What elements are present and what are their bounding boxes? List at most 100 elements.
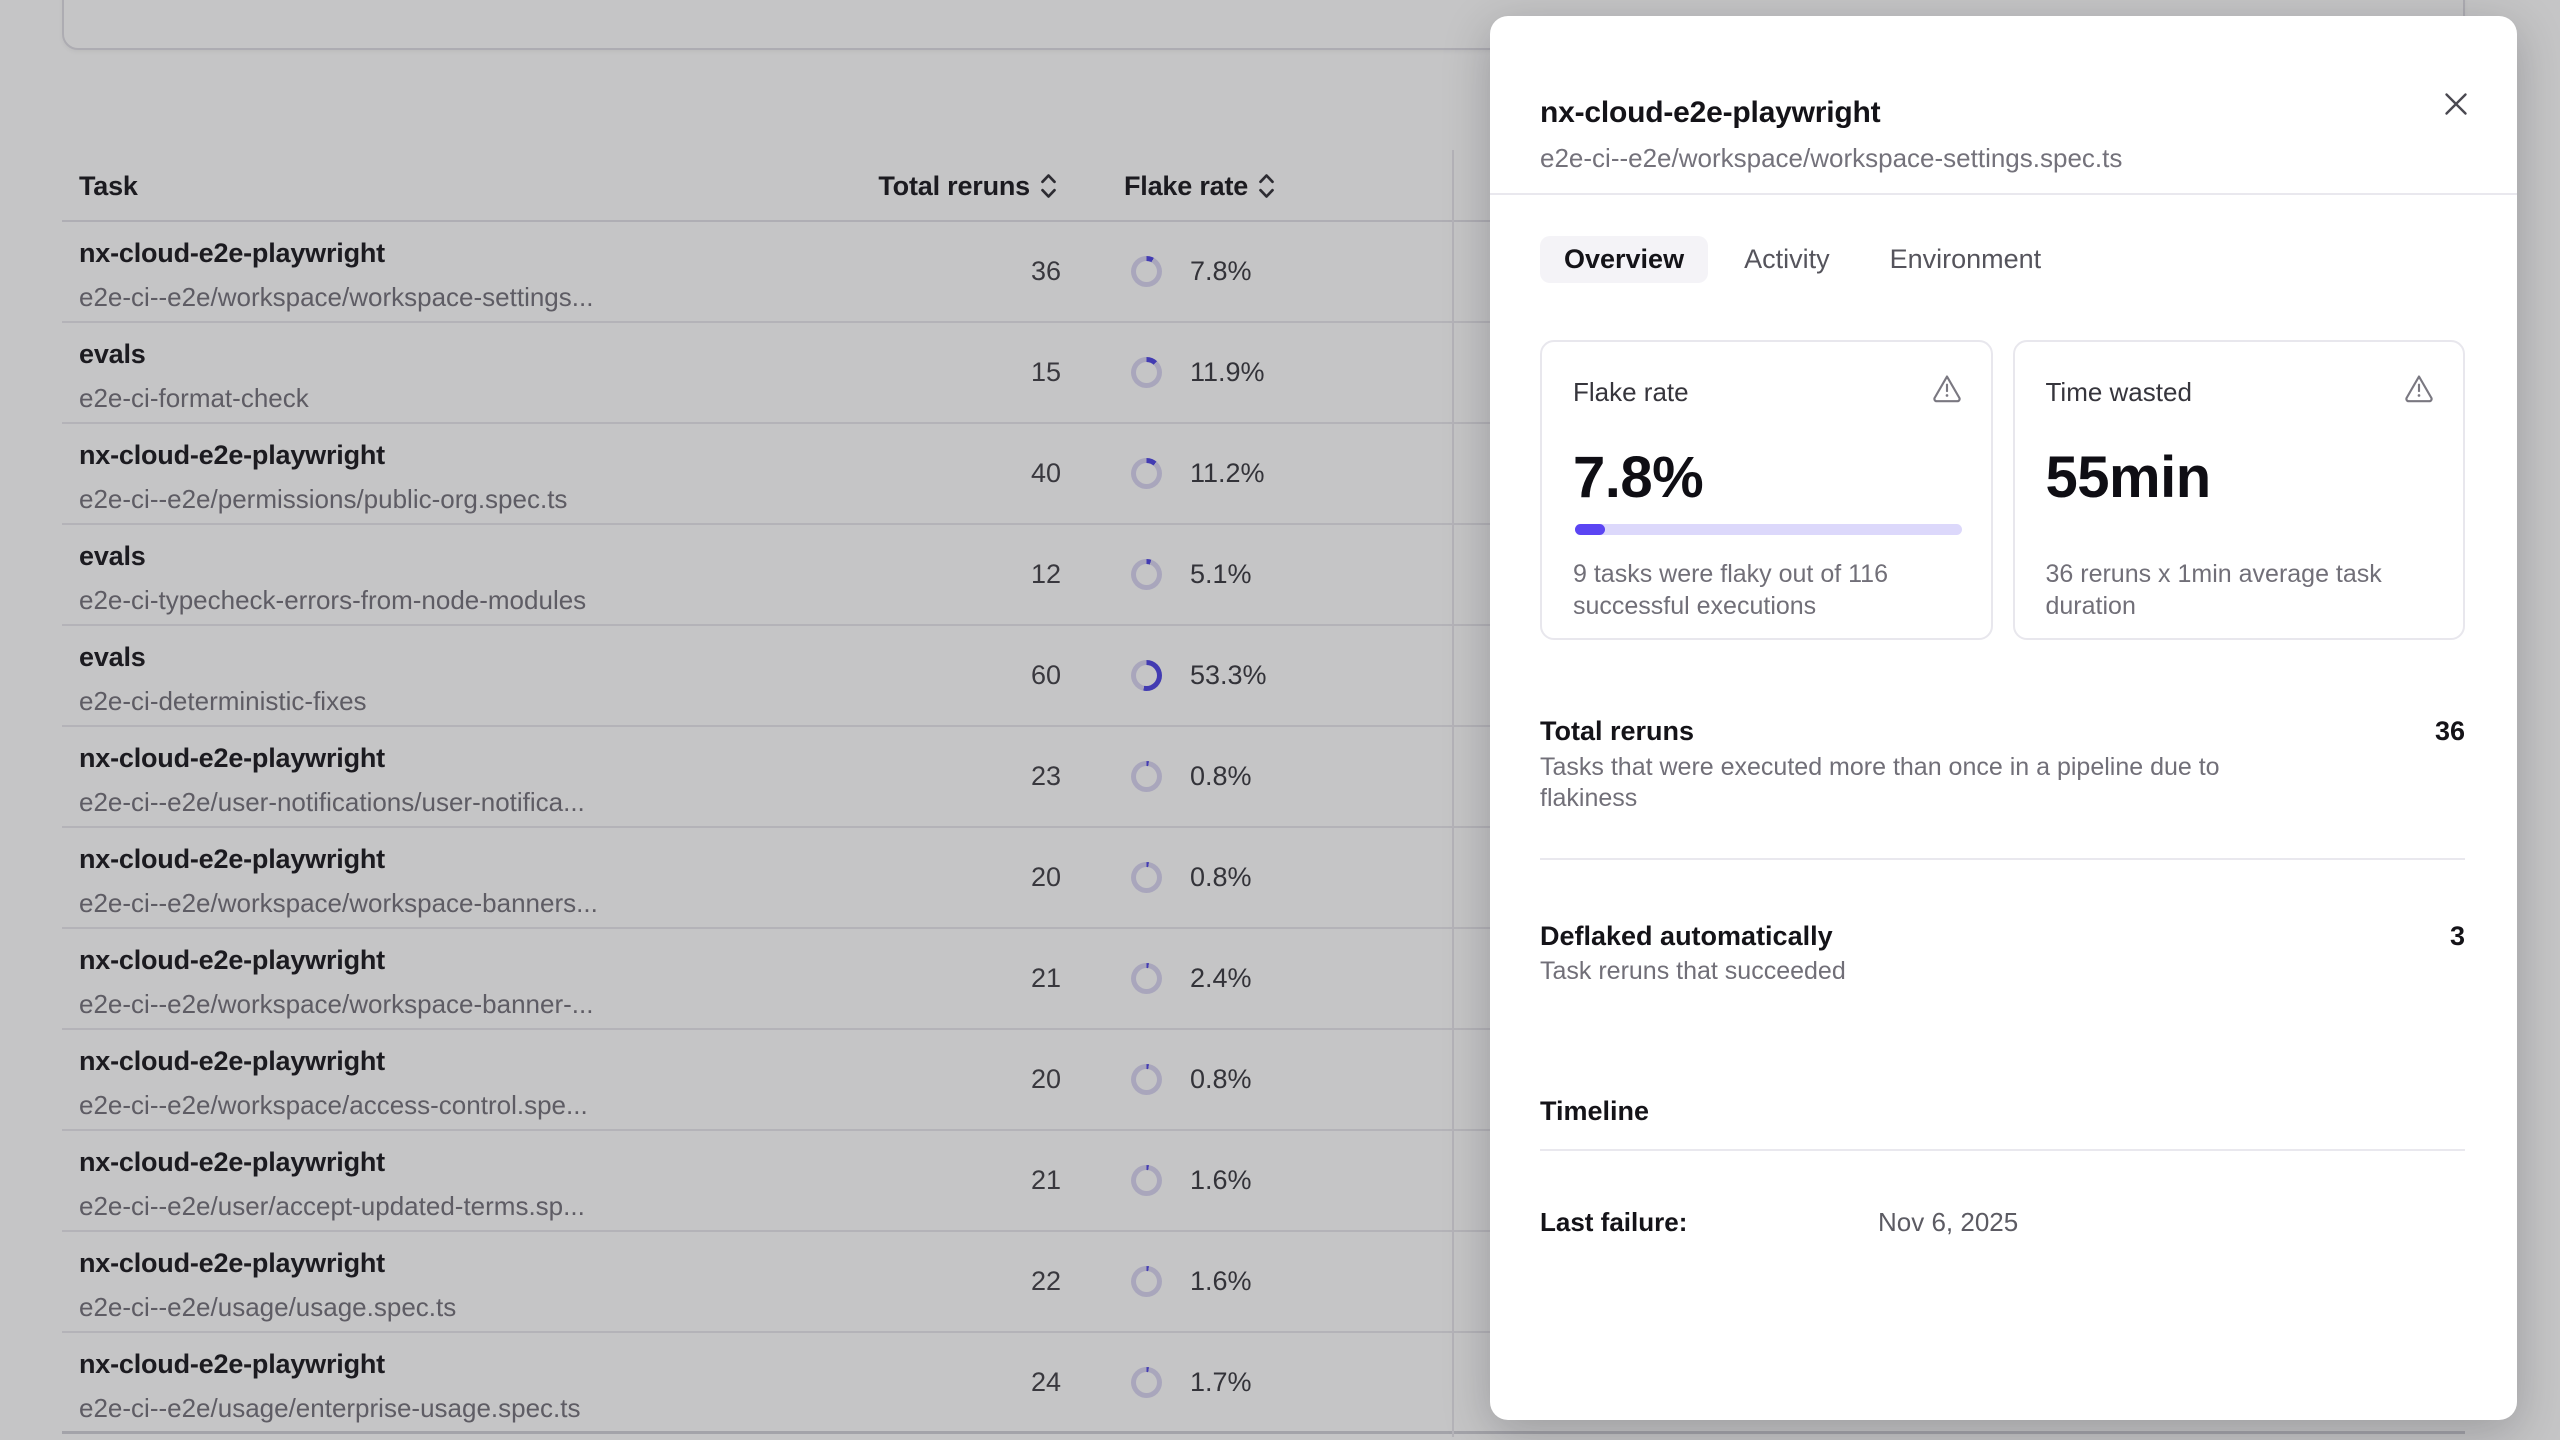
table-row[interactable]: nx-cloud-e2e-playwright e2e-ci--e2e/user… (62, 727, 2465, 828)
tab-environment[interactable]: Environment (1866, 236, 2066, 283)
table-row[interactable]: evals e2e-ci-deterministic-fixes 60 53.3… (62, 626, 2465, 727)
table-header-row: Task Total reruns Flake rate (62, 150, 2465, 222)
table-row[interactable]: nx-cloud-e2e-playwright e2e-ci--e2e/perm… (62, 424, 2465, 525)
flake-rate-cell: 11.2% (1131, 424, 1265, 523)
table-row[interactable]: evals e2e-ci-format-check 15 11.9% (62, 323, 2465, 424)
flake-rate-percent: 1.6% (1190, 1266, 1252, 1296)
flake-rate-percent: 1.7% (1190, 1366, 1252, 1397)
time-wasted-description: 36 reruns x 1min average task duration (2045, 560, 2382, 620)
flake-rate-percent: 5.1% (1190, 559, 1252, 589)
task-target-path: e2e-ci--e2e/usage/enterprise-usage.spec.… (79, 1393, 581, 1423)
flake-rate-value: 7.8% (1573, 445, 1704, 510)
deflaked-description: Task reruns that succeeded (1540, 957, 1846, 985)
column-header-total-reruns[interactable]: Total reruns (762, 150, 1058, 222)
flake-rate-cell: 5.1% (1131, 525, 1252, 624)
close-button[interactable] (2437, 86, 2475, 124)
total-reruns-cell: 20 (1030, 862, 1061, 892)
task-project-name: evals (79, 339, 146, 369)
task-project-name: nx-cloud-e2e-playwright (79, 1147, 385, 1177)
task-project-name: nx-cloud-e2e-playwright (79, 945, 385, 975)
header-divider (1490, 193, 2517, 195)
drawer-subtitle: e2e-ci--e2e/workspace/workspace-settings… (1540, 143, 2123, 173)
total-reruns-cell: 21 (1030, 963, 1061, 993)
task-target-path: e2e-ci--e2e/workspace/workspace-settings… (79, 282, 594, 312)
task-target-path: e2e-ci--e2e/workspace/workspace-banners.… (79, 888, 598, 918)
drawer-tabs: Overview Activity Environment (1540, 236, 2065, 283)
task-project-name: nx-cloud-e2e-playwright (79, 1248, 385, 1278)
task-project-name: nx-cloud-e2e-playwright (79, 844, 385, 874)
table-row[interactable]: nx-cloud-e2e-playwright e2e-ci--e2e/user… (62, 1131, 2465, 1232)
deflaked-label: Deflaked automatically (1540, 921, 1833, 951)
total-reruns-cell: 24 (1030, 1366, 1061, 1397)
flaky-tasks-table: Task Total reruns Flake rate (62, 150, 2465, 1434)
total-reruns-cell: 20 (1030, 1064, 1061, 1094)
tab-activity[interactable]: Activity (1720, 236, 1854, 283)
time-wasted-card-label: Time wasted (2045, 377, 2192, 407)
table-row[interactable]: nx-cloud-e2e-playwright e2e-ci--e2e/work… (62, 828, 2465, 929)
total-reruns-cell: 23 (1030, 761, 1061, 791)
column-header-total-reruns-label: Total reruns (878, 170, 1030, 201)
task-target-path: e2e-ci-deterministic-fixes (79, 686, 367, 716)
table-row[interactable]: nx-cloud-e2e-playwright e2e-ci--e2e/usag… (62, 1232, 2465, 1333)
sort-icon[interactable] (1039, 171, 1058, 201)
total-reruns-cell: 15 (1030, 357, 1061, 387)
column-header-flake-rate-label: Flake rate (1124, 170, 1249, 201)
flake-rate-percent: 11.2% (1190, 458, 1265, 488)
column-header-flake-rate[interactable]: Flake rate (1124, 150, 1276, 222)
task-target-path: e2e-ci-typecheck-errors-from-node-module… (79, 585, 587, 615)
total-reruns-label: Total reruns (1540, 716, 1695, 746)
flake-rate-cell: 1.6% (1131, 1232, 1252, 1331)
task-target-path: e2e-ci--e2e/user/accept-updated-terms.sp… (79, 1191, 585, 1221)
task-project-name: nx-cloud-e2e-playwright (79, 1046, 385, 1076)
flake-rate-donut-icon (1131, 357, 1162, 388)
deflaked-value: 3 (2449, 921, 2465, 951)
flake-rate-percent: 53.3% (1190, 660, 1267, 690)
close-icon (2441, 89, 2471, 122)
flake-rate-progress-track (1575, 524, 1962, 535)
flake-rate-description: 9 tasks were flaky out of 116 successful… (1573, 560, 1888, 620)
total-reruns-cell: 36 (1030, 256, 1061, 286)
task-project-name: evals (79, 541, 146, 571)
task-target-path: e2e-ci--e2e/workspace/access-control.spe… (79, 1090, 588, 1120)
flake-rate-donut-icon (1131, 862, 1162, 893)
task-target-path: e2e-ci-format-check (79, 383, 309, 413)
tab-overview[interactable]: Overview (1540, 236, 1709, 283)
metric-cards: Flake rate 7.8% 9 tasks were flaky out o… (1540, 340, 2465, 640)
table-row[interactable]: nx-cloud-e2e-playwright e2e-ci--e2e/work… (62, 929, 2465, 1030)
stats-divider (1540, 858, 2465, 860)
sort-icon[interactable] (1257, 171, 1276, 201)
task-target-path: e2e-ci--e2e/user-notifications/user-noti… (79, 787, 585, 817)
table-row[interactable]: nx-cloud-e2e-playwright e2e-ci--e2e/usag… (62, 1333, 2465, 1434)
task-project-name: evals (79, 642, 146, 672)
column-header-task: Task (79, 170, 138, 201)
flake-rate-cell: 11.9% (1131, 323, 1265, 422)
table-row[interactable]: evals e2e-ci-typecheck-errors-from-node-… (62, 525, 2465, 626)
flake-rate-progress-fill (1575, 524, 1606, 535)
total-reruns-cell: 40 (1030, 458, 1061, 488)
flake-rate-card: Flake rate 7.8% 9 tasks were flaky out o… (1540, 340, 1993, 640)
flake-rate-percent: 11.9% (1190, 357, 1265, 387)
task-target-path: e2e-ci--e2e/usage/usage.spec.ts (79, 1292, 457, 1322)
table-row[interactable]: nx-cloud-e2e-playwright e2e-ci--e2e/work… (62, 222, 2465, 323)
table-column-divider (1452, 150, 1454, 1437)
flake-rate-percent: 0.8% (1190, 862, 1252, 892)
table-row[interactable]: nx-cloud-e2e-playwright e2e-ci--e2e/work… (62, 1030, 2465, 1131)
total-reruns-stat: Total reruns 36 (1540, 714, 2465, 748)
total-reruns-cell: 12 (1030, 559, 1061, 589)
last-failure-value: Nov 6, 2025 (1878, 1207, 2019, 1237)
flake-rate-percent: 7.8% (1190, 256, 1252, 286)
total-reruns-cell: 21 (1030, 1165, 1061, 1195)
flake-rate-cell: 2.4% (1131, 929, 1252, 1028)
time-wasted-card: Time wasted 55min 36 reruns x 1min avera… (2012, 340, 2465, 640)
warning-icon (2403, 372, 2435, 409)
flake-rate-percent: 0.8% (1190, 1064, 1252, 1094)
task-target-path: e2e-ci--e2e/workspace/workspace-banner-.… (79, 989, 594, 1019)
drawer-title: nx-cloud-e2e-playwright (1540, 96, 1881, 129)
total-reruns-value: 36 (2434, 716, 2465, 746)
flake-rate-donut-icon (1131, 963, 1162, 994)
flake-rate-cell: 1.6% (1131, 1131, 1252, 1230)
flake-rate-donut-icon (1131, 458, 1162, 489)
warning-icon (1931, 372, 1963, 409)
flake-rate-card-label: Flake rate (1573, 377, 1689, 407)
task-project-name: nx-cloud-e2e-playwright (79, 743, 385, 773)
